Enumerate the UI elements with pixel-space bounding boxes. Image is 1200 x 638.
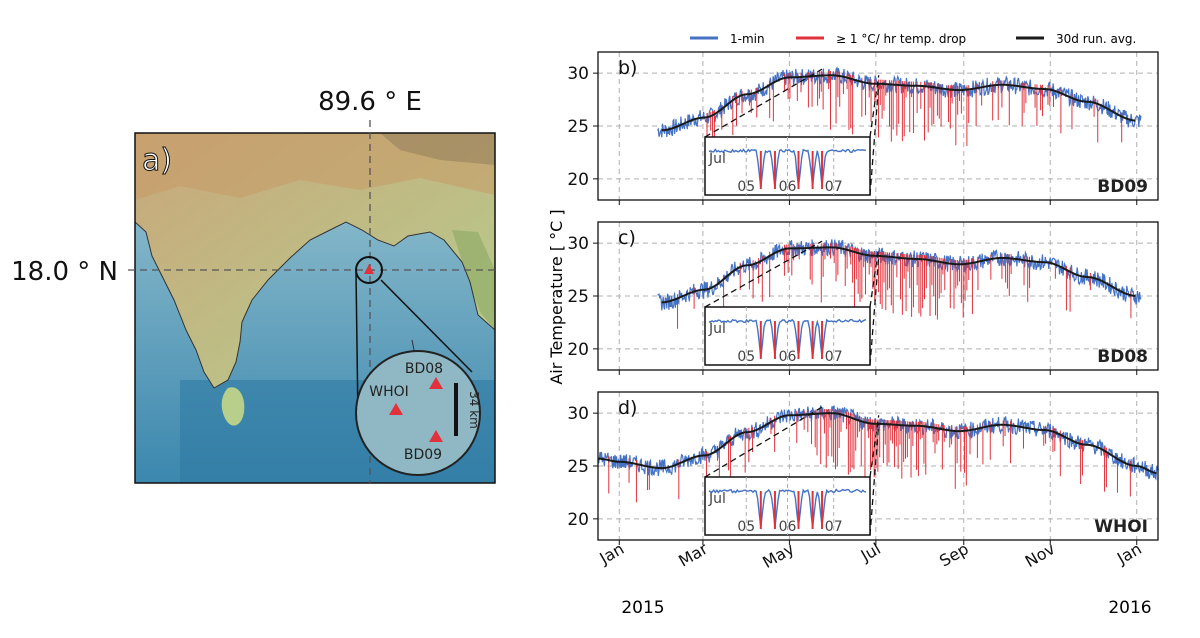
station-label: WHOI xyxy=(1094,517,1148,537)
station-label-bd08: BD08 xyxy=(405,361,443,377)
y-tick-label: 30 xyxy=(567,64,589,84)
sri-lanka xyxy=(221,387,245,426)
lon-label: 89.6 ° E xyxy=(318,87,422,117)
inset-month-label: Jul xyxy=(708,151,726,167)
zoom-circle xyxy=(355,350,481,476)
y-tick-label: 20 xyxy=(567,510,589,530)
inset-tick-label: 07 xyxy=(825,179,843,195)
lat-label: 18.0 ° N xyxy=(11,257,118,287)
inset-tick-label: 06 xyxy=(779,179,797,195)
plot-frame xyxy=(597,221,1159,371)
inset-tick-label: 05 xyxy=(737,519,755,535)
map-frame xyxy=(134,132,496,484)
station-label: BD09 xyxy=(1097,177,1148,197)
timeseries-charts: 20 25 30 b) BD09 Jul 05 06 07 20 25 30 c) BD08 Jul 05 06… xyxy=(567,51,1159,545)
zoom-line-right xyxy=(380,279,473,373)
legend: 1-min ≥ 1 °C/ hr temp. drop 30d run. avg… xyxy=(690,32,1136,46)
eastern-hills xyxy=(452,230,495,330)
inset-month-label: Jul xyxy=(708,491,726,507)
chart-panel-bd08: 20 25 30 c) BD08 Jul 05 06 07 xyxy=(567,221,1159,375)
inset-tick-label: 06 xyxy=(779,349,797,365)
map-panel: 89.6 ° E 18.0 ° N a) BD08 WHOI BD09 34 k… xyxy=(11,87,496,484)
x-tick-label: Jan xyxy=(1113,539,1145,568)
series-1min xyxy=(657,66,1142,138)
x-tick-label: Sep xyxy=(936,539,972,571)
x-tick-label: Jul xyxy=(857,539,884,566)
inset-connector xyxy=(869,75,880,138)
inset-connector xyxy=(869,83,880,196)
x-tick-label: Nov xyxy=(1022,539,1059,571)
location-marker xyxy=(364,264,374,274)
inset-tick-label: 07 xyxy=(825,519,843,535)
x-tick-label: May xyxy=(759,539,797,572)
y-tick-label: 30 xyxy=(567,234,589,254)
legend-label-1min: 1-min xyxy=(730,32,765,46)
inset-tick-label: 06 xyxy=(779,519,797,535)
panel-label: b) xyxy=(618,57,637,79)
plot-frame xyxy=(597,391,1159,541)
inset-tick-label: 05 xyxy=(737,179,755,195)
inset-connector xyxy=(869,423,880,536)
station-marker-whoi xyxy=(389,403,403,415)
panel-label-a: a) xyxy=(142,143,172,178)
inset-connector xyxy=(869,255,880,366)
series-30d-avg xyxy=(661,246,1136,304)
legend-label-avg: 30d run. avg. xyxy=(1056,32,1136,46)
inset-connector xyxy=(704,68,823,138)
station-marker-bd08 xyxy=(429,377,443,389)
y-axis-label: Air Temperature [ °C ] xyxy=(547,209,566,384)
year-label-start: 2015 xyxy=(621,598,664,618)
inset-tick-label: 07 xyxy=(825,349,843,365)
inset-connector xyxy=(869,247,880,308)
inset-connector xyxy=(704,406,823,478)
inset-connector xyxy=(869,415,880,478)
inset-series xyxy=(708,318,867,359)
land-mass xyxy=(135,133,495,388)
y-tick-label: 20 xyxy=(567,340,589,360)
chart-panel-bd09: 20 25 30 b) BD09 Jul 05 06 07 xyxy=(567,51,1159,205)
y-tick-label: 25 xyxy=(567,457,589,477)
panel-label: d) xyxy=(618,397,637,419)
plot-frame xyxy=(597,51,1159,201)
location-circle xyxy=(355,256,383,284)
panel-label: c) xyxy=(618,227,636,249)
scale-bar-label: 34 km xyxy=(467,391,481,429)
inset-series xyxy=(708,488,867,529)
station-label-whoi: WHOI xyxy=(369,384,409,400)
legend-label-drop: ≥ 1 °C/ hr temp. drop xyxy=(836,32,966,46)
x-tick-label: Mar xyxy=(675,539,711,571)
chart-panel-whoi: 20 25 30 d) WHOI Jul 05 06 07 xyxy=(567,391,1159,545)
inset-month-label: Jul xyxy=(708,321,726,337)
y-tick-label: 30 xyxy=(567,404,589,424)
inset-tick-label: 05 xyxy=(737,349,755,365)
y-tick-label: 20 xyxy=(567,170,589,190)
mountains xyxy=(380,133,495,165)
x-tick-label: Jan xyxy=(596,539,628,568)
inset-connector xyxy=(704,240,823,308)
y-tick-label: 25 xyxy=(567,117,589,137)
series-30d-avg xyxy=(661,74,1136,132)
year-label-end: 2016 xyxy=(1108,598,1151,618)
x-tick-labels: Jan Mar May Jul Sep Nov Jan xyxy=(596,539,1145,572)
station-label-bd09: BD09 xyxy=(404,447,442,463)
station-label: BD08 xyxy=(1097,347,1148,367)
y-tick-label: 25 xyxy=(567,287,589,307)
station-marker-bd09 xyxy=(429,430,443,442)
inset-series xyxy=(708,148,867,189)
coastline xyxy=(135,221,495,389)
